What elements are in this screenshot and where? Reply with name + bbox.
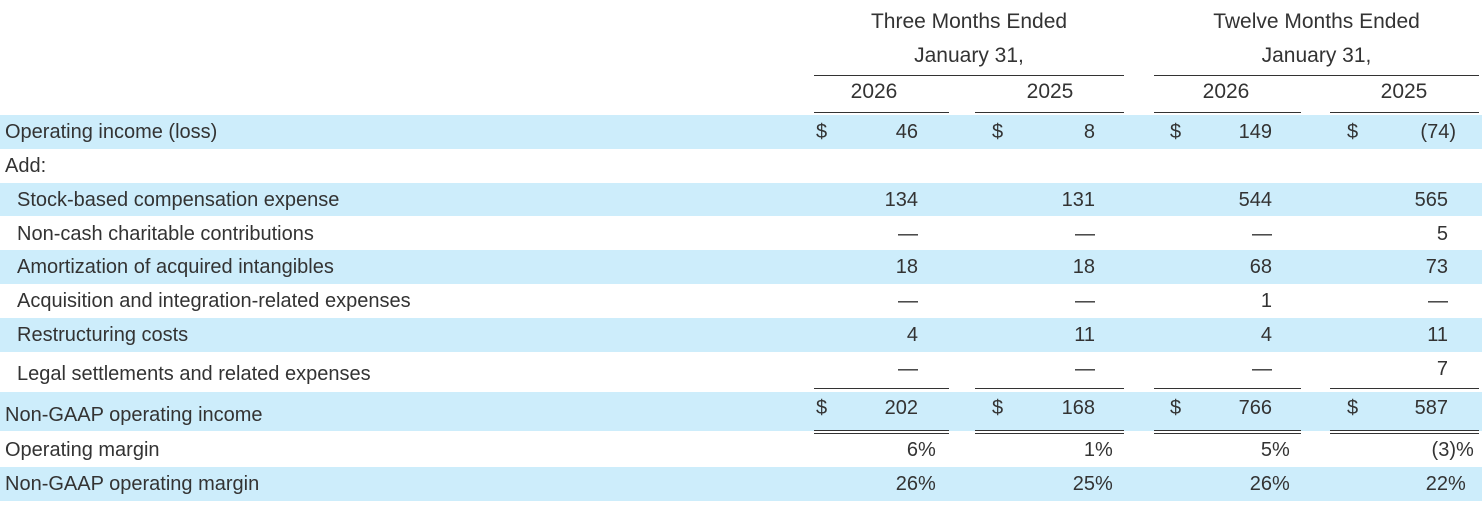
value-cell: — bbox=[1252, 223, 1272, 245]
row-label-amortization: Amortization of acquired intangibles bbox=[17, 256, 334, 278]
total-double-rule bbox=[814, 433, 949, 434]
percent-sign: % bbox=[1456, 439, 1474, 461]
currency-symbol: $ bbox=[1170, 397, 1182, 419]
value-cell: — bbox=[898, 223, 918, 245]
row-label-restructuring: Restructuring costs bbox=[17, 324, 189, 346]
row-band bbox=[0, 115, 1482, 149]
total-double-rule bbox=[1154, 433, 1301, 434]
value-cell: 766 bbox=[1238, 397, 1272, 419]
value-cell: — bbox=[1075, 290, 1095, 312]
value-cell: 11 bbox=[1427, 324, 1448, 346]
value-cell: 68 bbox=[1249, 256, 1272, 278]
value-cell: 134 bbox=[884, 189, 918, 211]
value-cell: — bbox=[898, 358, 918, 380]
value-cell: 1 bbox=[1260, 290, 1272, 312]
total-double-rule bbox=[814, 430, 949, 431]
percent-sign: % bbox=[1272, 439, 1290, 461]
row-label-legal-settlements: Legal settlements and related expenses bbox=[17, 363, 371, 385]
group-header-twelve-months: Twelve Months Ended bbox=[1213, 10, 1420, 33]
currency-symbol: $ bbox=[816, 397, 828, 419]
subtotal-rule bbox=[1154, 388, 1301, 389]
value-cell: 26 bbox=[895, 473, 918, 495]
value-cell: 26 bbox=[1249, 473, 1272, 495]
group-header-three-months-date: January 31, bbox=[914, 44, 1024, 67]
percent-sign: % bbox=[1448, 473, 1466, 495]
value-cell: (74) bbox=[1420, 121, 1456, 143]
row-label-operating-income: Operating income (loss) bbox=[5, 121, 218, 143]
value-cell: 7 bbox=[1436, 358, 1448, 380]
row-label-non-gaap-operating-income: Non-GAAP operating income bbox=[5, 404, 263, 426]
value-cell: 8 bbox=[1083, 121, 1095, 143]
value-cell: 22 bbox=[1425, 473, 1448, 495]
subtotal-rule bbox=[975, 388, 1124, 389]
value-cell: — bbox=[1075, 223, 1095, 245]
year-header: 2026 bbox=[1202, 80, 1250, 103]
total-double-rule bbox=[1330, 430, 1479, 431]
row-label-stock-based-compensation: Stock-based compensation expense bbox=[17, 189, 340, 211]
currency-symbol: $ bbox=[992, 397, 1004, 419]
row-label-non-gaap-operating-margin: Non-GAAP operating margin bbox=[5, 473, 260, 495]
value-cell: 5 bbox=[1260, 439, 1272, 461]
year-underline bbox=[814, 112, 949, 113]
value-cell: 11 bbox=[1074, 324, 1095, 346]
year-header: 2026 bbox=[850, 80, 898, 103]
total-double-rule bbox=[975, 430, 1124, 431]
subtotal-rule bbox=[1330, 388, 1479, 389]
value-cell: 46 bbox=[895, 121, 918, 143]
value-cell: 587 bbox=[1414, 397, 1448, 419]
percent-sign: % bbox=[918, 439, 936, 461]
year-underline bbox=[1330, 112, 1479, 113]
value-cell: — bbox=[898, 290, 918, 312]
value-cell: 6 bbox=[906, 439, 918, 461]
percent-sign: % bbox=[918, 473, 936, 495]
value-cell: 18 bbox=[1072, 256, 1095, 278]
row-label-add: Add: bbox=[5, 155, 47, 177]
value-cell: 25 bbox=[1072, 473, 1095, 495]
value-cell: 4 bbox=[906, 324, 918, 346]
currency-symbol: $ bbox=[1347, 397, 1359, 419]
subtotal-rule bbox=[814, 388, 949, 389]
group-header-three-months: Three Months Ended bbox=[870, 10, 1068, 33]
value-cell: 4 bbox=[1260, 324, 1272, 346]
value-cell: 73 bbox=[1425, 256, 1448, 278]
group-underline bbox=[1154, 75, 1479, 76]
year-underline bbox=[975, 112, 1124, 113]
value-cell: 18 bbox=[895, 256, 918, 278]
group-underline bbox=[814, 75, 1124, 76]
value-cell: 565 bbox=[1414, 189, 1448, 211]
percent-sign: % bbox=[1272, 473, 1290, 495]
percent-sign: % bbox=[1095, 473, 1113, 495]
value-cell: 5 bbox=[1436, 223, 1448, 245]
value-cell: 544 bbox=[1238, 189, 1272, 211]
row-band bbox=[0, 183, 1482, 216]
total-double-rule bbox=[975, 433, 1124, 434]
total-double-rule bbox=[1330, 433, 1479, 434]
value-cell: 1 bbox=[1083, 439, 1095, 461]
total-double-rule bbox=[1154, 430, 1301, 431]
row-band bbox=[0, 392, 1482, 431]
value-cell: 149 bbox=[1238, 121, 1272, 143]
value-cell: (3) bbox=[1431, 439, 1456, 461]
year-underline bbox=[1154, 112, 1301, 113]
value-cell: 168 bbox=[1061, 397, 1095, 419]
group-header-twelve-months-date: January 31, bbox=[1261, 44, 1372, 67]
value-cell: 131 bbox=[1061, 189, 1095, 211]
year-header: 2025 bbox=[1026, 80, 1074, 103]
value-cell: — bbox=[1428, 290, 1448, 312]
value-cell: — bbox=[1075, 358, 1095, 380]
currency-symbol: $ bbox=[1347, 121, 1359, 143]
currency-symbol: $ bbox=[816, 121, 828, 143]
row-label-non-cash-charitable: Non-cash charitable contributions bbox=[17, 223, 314, 245]
currency-symbol: $ bbox=[992, 121, 1004, 143]
row-band bbox=[0, 318, 1482, 352]
year-header: 2025 bbox=[1380, 80, 1428, 103]
row-label-operating-margin: Operating margin bbox=[5, 439, 160, 461]
percent-sign: % bbox=[1095, 439, 1113, 461]
currency-symbol: $ bbox=[1170, 121, 1182, 143]
value-cell: 202 bbox=[884, 397, 918, 419]
row-band bbox=[0, 467, 1482, 501]
row-band bbox=[0, 250, 1482, 284]
value-cell: — bbox=[1252, 358, 1272, 380]
row-label-acquisition-integration: Acquisition and integration-related expe… bbox=[17, 290, 411, 312]
